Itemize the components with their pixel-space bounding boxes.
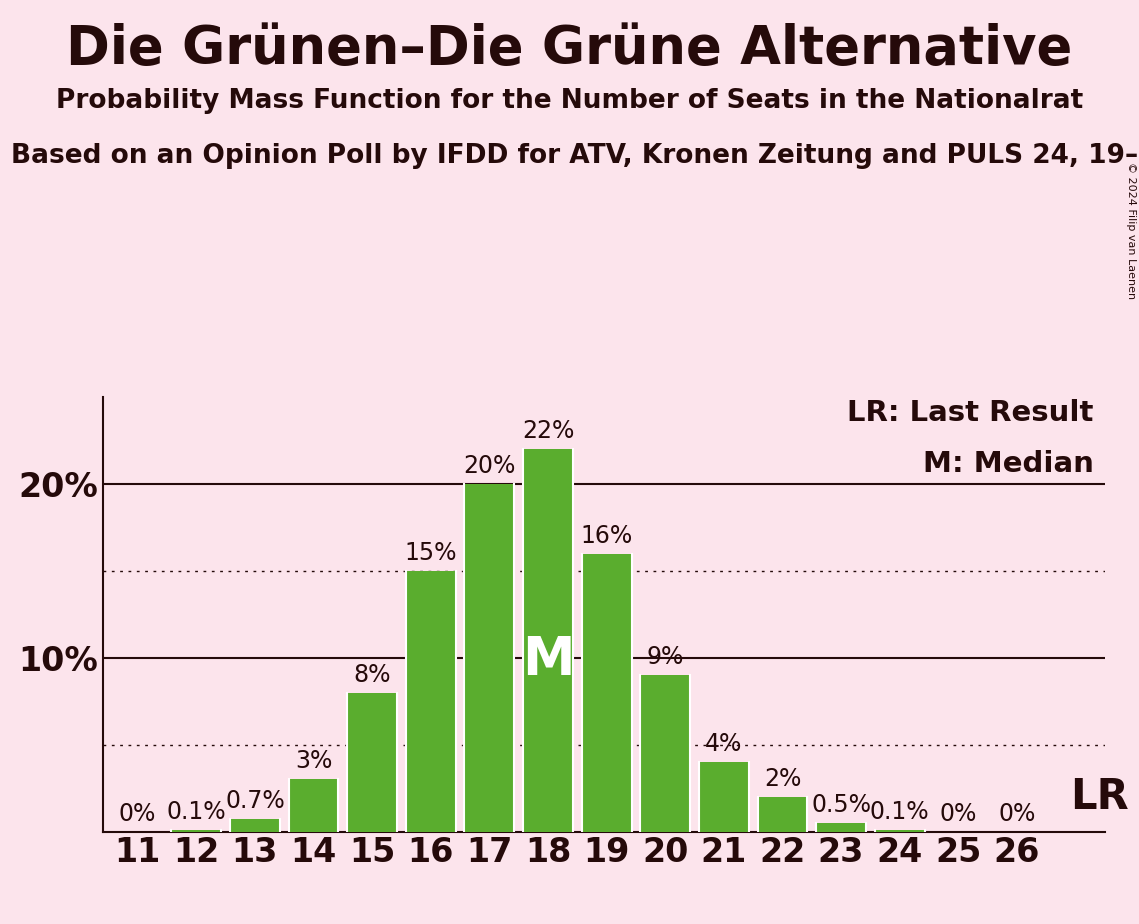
- Bar: [640, 675, 690, 832]
- Bar: [288, 780, 338, 832]
- Bar: [523, 449, 573, 832]
- Text: LR: LR: [1070, 776, 1129, 818]
- Text: M: M: [522, 634, 574, 686]
- Text: 20%: 20%: [464, 454, 516, 478]
- Text: 0%: 0%: [998, 801, 1035, 825]
- Text: Based on an Opinion Poll by IFDD for ATV, Kronen Zeitung and PULS 24, 19–22 Sept: Based on an Opinion Poll by IFDD for ATV…: [11, 143, 1139, 169]
- Text: M: Median: M: Median: [923, 450, 1093, 478]
- Text: 0%: 0%: [118, 801, 156, 825]
- Text: © 2024 Filip van Laenen: © 2024 Filip van Laenen: [1126, 163, 1136, 299]
- Bar: [347, 693, 398, 832]
- Bar: [875, 830, 925, 832]
- Text: 16%: 16%: [581, 524, 633, 548]
- Bar: [465, 484, 515, 832]
- Bar: [171, 830, 221, 832]
- Bar: [699, 762, 748, 832]
- Text: 4%: 4%: [705, 732, 743, 756]
- Text: 2%: 2%: [764, 767, 801, 791]
- Text: 0.5%: 0.5%: [811, 793, 871, 817]
- Text: 3%: 3%: [295, 749, 333, 773]
- Text: 0.1%: 0.1%: [870, 800, 929, 824]
- Bar: [230, 820, 280, 832]
- Text: 0.1%: 0.1%: [166, 800, 227, 824]
- Text: 22%: 22%: [522, 419, 574, 444]
- Bar: [757, 796, 808, 832]
- Text: LR: Last Result: LR: Last Result: [847, 399, 1093, 427]
- Text: Die Grünen–Die Grüne Alternative: Die Grünen–Die Grüne Alternative: [66, 23, 1073, 75]
- Bar: [405, 571, 456, 832]
- Text: Probability Mass Function for the Number of Seats in the Nationalrat: Probability Mass Function for the Number…: [56, 88, 1083, 114]
- Bar: [817, 823, 866, 832]
- Text: 0%: 0%: [940, 801, 977, 825]
- Bar: [582, 553, 631, 832]
- Text: 0.7%: 0.7%: [226, 789, 285, 813]
- Text: 9%: 9%: [647, 645, 683, 669]
- Text: 8%: 8%: [353, 663, 391, 687]
- Text: 15%: 15%: [404, 541, 457, 565]
